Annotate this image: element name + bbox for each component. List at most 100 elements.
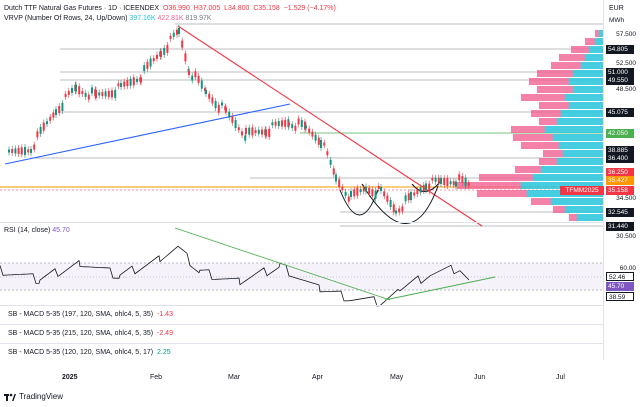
candle-body <box>211 97 214 104</box>
symbol-legend[interactable]: Dutch TTF Natural Gas Futures · 1D · ICE… <box>4 5 336 12</box>
candle-body <box>87 94 90 100</box>
candle-body <box>437 177 440 183</box>
candle-body <box>274 121 277 126</box>
macd-label[interactable]: SB - MACD 5-35 (215, 120, SMA, ohlc4, 5,… <box>8 330 154 337</box>
vrvp-legend[interactable]: VRVP (Number Of Rows, 24, Up/Down) 397.1… <box>4 15 212 22</box>
volume-profile-bar-up <box>573 70 603 77</box>
candle-body <box>404 195 407 202</box>
candle-body <box>231 115 234 123</box>
candle-body <box>194 71 197 78</box>
candle-body <box>143 65 146 72</box>
rsi-scale-label: 60.00 <box>619 265 636 272</box>
volume-profile-bar-up <box>569 102 603 109</box>
candle-body <box>323 142 326 146</box>
volume-profile-bar-up <box>557 158 603 165</box>
macd-legend-1[interactable]: SB - MACD 5-35 (197, 120, SMA, ohlc4, 5,… <box>8 311 173 318</box>
pane-separator[interactable] <box>0 343 603 344</box>
candle-body <box>197 75 200 83</box>
candle-body <box>341 187 344 191</box>
candle-body <box>156 54 158 59</box>
symbol-tag[interactable]: TFMM2025 <box>560 186 604 195</box>
candle-body <box>434 177 437 182</box>
volume-profile-bar-down <box>513 134 553 141</box>
unit-label: MWh <box>609 17 625 24</box>
time-label: Jun <box>474 374 486 381</box>
candle-body <box>140 77 142 83</box>
candle-body <box>126 80 129 87</box>
rsi-legend[interactable]: RSI (14, close) 45.70 <box>4 227 70 234</box>
candle-body <box>305 125 307 129</box>
candle-body <box>42 122 45 131</box>
macd-legend-3[interactable]: SB - MACD 5-35 (120, 120, SMA, ohlc4, 5,… <box>8 349 171 356</box>
candle-body <box>178 28 180 34</box>
candle-body <box>297 118 300 125</box>
volume-profile-bar-up <box>595 38 603 45</box>
volume-profile-bar-down <box>457 182 521 189</box>
candle-body <box>244 135 247 141</box>
candle-body <box>181 40 184 48</box>
candle-body <box>221 102 223 106</box>
candle-body <box>61 102 64 111</box>
volume-profile-bar-down <box>539 102 569 109</box>
pane-separator[interactable] <box>0 305 603 306</box>
symbol-title[interactable]: Dutch TTF Natural Gas Futures · 1D · ICE… <box>4 5 160 12</box>
volume-profile-bar-down <box>531 110 561 117</box>
candle-body <box>338 179 341 188</box>
ohlc-value: 37.005 <box>198 5 221 12</box>
candle-body <box>311 131 314 137</box>
candle-body <box>163 47 166 55</box>
time-label: Mar <box>228 374 241 381</box>
volume-profile-bar-down <box>539 118 557 125</box>
vrvp-label[interactable]: VRVP (Number Of Rows, 24, Up/Down) <box>4 15 128 22</box>
volume-profile <box>457 30 603 221</box>
candle-body <box>284 119 287 127</box>
candle-body <box>329 159 332 165</box>
macd-label[interactable]: SB - MACD 5-35 (120, 120, SMA, ohlc4, 5,… <box>8 349 154 356</box>
volume-profile-bar-down <box>559 54 585 61</box>
blue-trendline[interactable] <box>4 103 291 165</box>
candle-body <box>288 122 290 126</box>
volume-profile-bar-down <box>543 150 563 157</box>
price-tag: 51.000 <box>606 68 634 77</box>
candle-body <box>225 107 227 113</box>
candle-body <box>58 105 61 113</box>
candle-body <box>410 192 412 200</box>
candle-body <box>11 148 14 153</box>
volume-profile-bar-up <box>569 78 603 85</box>
tradingview-logo-icon <box>4 393 16 401</box>
candle-body <box>95 90 97 98</box>
price-candles <box>8 25 470 217</box>
volume-profile-bar-down <box>553 206 565 213</box>
candle-body <box>245 128 247 134</box>
candle-body <box>187 68 190 72</box>
candle-body <box>234 120 237 129</box>
vrvp-down-volume: 422.81K <box>157 15 184 22</box>
macd-label[interactable]: SB - MACD 5-35 (197, 120, SMA, ohlc4, 5,… <box>8 311 154 318</box>
rsi-label[interactable]: RSI (14, close) <box>4 227 51 234</box>
volume-profile-bar-up <box>551 198 603 205</box>
price-scale-label: 30.500 <box>616 233 636 240</box>
volume-profile-bar-down <box>521 142 559 149</box>
macd-legend-2[interactable]: SB - MACD 5-35 (215, 120, SMA, ohlc4, 5,… <box>8 330 173 337</box>
volume-profile-bar-down <box>585 38 595 45</box>
candle-body <box>254 130 257 134</box>
red-trendline[interactable] <box>177 25 483 227</box>
candle-body <box>389 200 392 208</box>
candle-body <box>268 128 271 137</box>
macd-value: 2.25 <box>157 349 171 356</box>
tradingview-brand[interactable]: TradingView <box>4 392 63 401</box>
candle-body <box>17 147 20 154</box>
volume-profile-bar-down <box>537 86 573 93</box>
rsi-line <box>0 245 470 307</box>
currency-label[interactable]: EUR <box>609 5 624 12</box>
candle-body <box>14 148 17 154</box>
candle-body <box>228 111 231 118</box>
candle-body <box>33 144 36 150</box>
candle-body <box>347 196 350 202</box>
pane-separator[interactable] <box>0 222 603 223</box>
vrvp-total-volume: 819.97K <box>185 15 212 22</box>
candle-body <box>8 149 10 153</box>
candle-body <box>184 53 187 62</box>
pane-separator[interactable] <box>0 324 603 325</box>
